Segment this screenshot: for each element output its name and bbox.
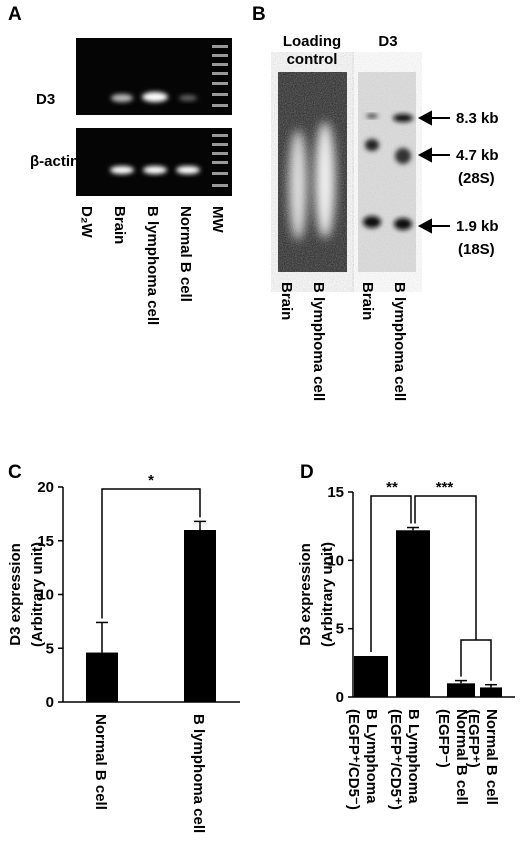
x-tick-label: Normal B cell(EGFP⁺) — [465, 709, 500, 805]
panel-label: B — [252, 4, 266, 25]
x-tick-label: Normal B cell(EGFP⁻) — [435, 709, 470, 805]
significance-label: ** — [386, 479, 398, 496]
y-tick-label: 0 — [336, 689, 344, 706]
marker-rrna: (28S) — [458, 170, 495, 187]
column-header: Loading control — [283, 33, 341, 68]
y-tick-label: 20 — [37, 479, 54, 496]
y-tick-label: 15 — [37, 533, 54, 550]
bar — [447, 683, 475, 697]
x-tick-label: B Lymphoma(EGFP⁺/CD5⁺) — [387, 709, 422, 810]
row-label: D3 — [36, 91, 55, 108]
lane-label: Brain — [111, 206, 128, 244]
y-axis-label: D3 expression (Arbitrary unit) — [297, 542, 336, 647]
lane-label: B lymphoma cell — [391, 282, 408, 401]
bar — [480, 687, 502, 697]
x-tick-label: Normal B cell — [92, 714, 109, 810]
gel-a — [76, 38, 232, 196]
y-tick-label: 15 — [327, 484, 344, 501]
significance-bracket — [414, 495, 477, 640]
x-tick-label: B Lymphoma(EGFP⁺/CD5⁻) — [345, 709, 380, 810]
lane-label: B lymphoma cell — [310, 282, 327, 401]
y-tick-label: 5 — [46, 640, 54, 657]
lane-label: D₂W — [78, 206, 95, 238]
arrows — [417, 110, 450, 234]
significance-bracket — [101, 488, 201, 619]
column-header: D3 — [378, 33, 397, 50]
gel-b — [278, 72, 416, 272]
y-tick-label: 0 — [46, 694, 54, 711]
y-tick-label: 10 — [327, 552, 344, 569]
bar — [396, 530, 430, 697]
x-tick-label: B lymphoma cell — [190, 714, 207, 833]
bar — [86, 652, 118, 702]
significance-bracket — [370, 495, 412, 652]
y-axis-label: D3 expression (Arbitrary unit) — [7, 542, 46, 647]
row-label: β-actin — [30, 153, 79, 170]
panel-label: A — [8, 4, 22, 25]
panel-label: D — [300, 462, 314, 483]
bar — [184, 530, 216, 702]
lane-label: MW — [209, 206, 226, 233]
marker-size: 1.9 kb — [456, 218, 499, 235]
y-tick-label: 10 — [37, 587, 54, 604]
lane-label: B lymphoma cell — [144, 206, 161, 325]
marker-rrna: (18S) — [458, 241, 495, 258]
lane-label: Brain — [359, 282, 376, 320]
y-tick-label: 5 — [336, 621, 344, 638]
marker-size: 8.3 kb — [456, 110, 499, 127]
bar — [354, 656, 388, 697]
lane-label: Normal B cell — [177, 206, 194, 302]
significance-label: * — [148, 472, 154, 489]
group-bracket — [460, 639, 492, 681]
significance-label: *** — [436, 479, 454, 496]
marker-size: 4.7 kb — [456, 147, 499, 164]
panel-label: C — [8, 462, 22, 483]
lane-label: Brain — [278, 282, 295, 320]
